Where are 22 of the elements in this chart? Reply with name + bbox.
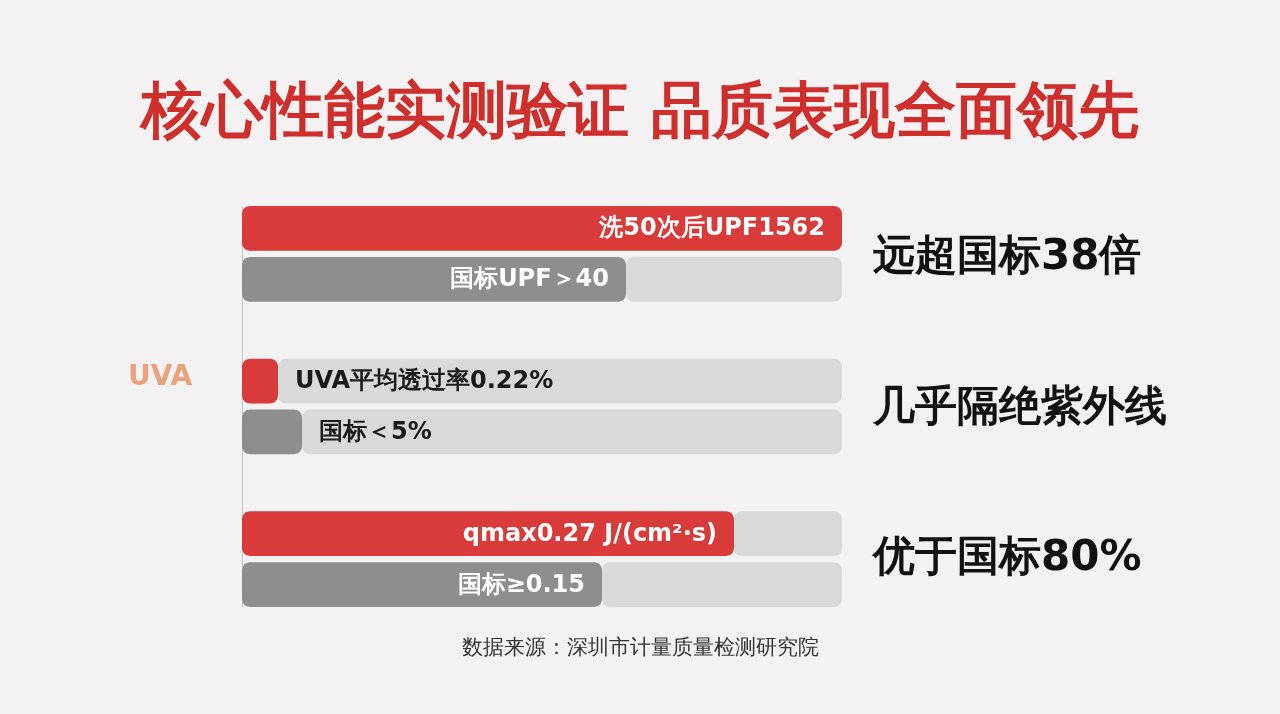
y-tick-label: 洗50次后UPF1562 xyxy=(598,213,825,242)
bar xyxy=(242,562,602,607)
y-tick-label: 国标UPF＞40 xyxy=(450,264,609,293)
y-tick-label: UVA平均透过率0.22% xyxy=(295,366,554,395)
y-tick-label: qmax0.27 J/(cm²·s) xyxy=(462,518,717,547)
bar xyxy=(626,256,842,302)
text: 几乎隔绝紫外线 xyxy=(872,380,1167,430)
y-tick-label: 国标＜5% xyxy=(319,416,432,445)
bar xyxy=(242,256,626,302)
source-note: 数据来源：深圳市计量质量检测研究院 xyxy=(461,635,819,659)
text: 远超国标38倍 xyxy=(873,230,1142,280)
y-tick-label: 国标≥0.15 xyxy=(457,569,585,598)
bar xyxy=(302,409,842,455)
bar xyxy=(242,511,734,557)
bar xyxy=(602,562,842,607)
bar xyxy=(242,358,278,404)
text: 优于国标80% xyxy=(871,530,1142,580)
bar xyxy=(242,409,302,455)
bar xyxy=(734,511,842,557)
chart-title: 核心性能实测验证 品质表现全面领先 xyxy=(139,74,1139,145)
bar xyxy=(242,206,842,251)
text: UVA xyxy=(127,359,193,393)
